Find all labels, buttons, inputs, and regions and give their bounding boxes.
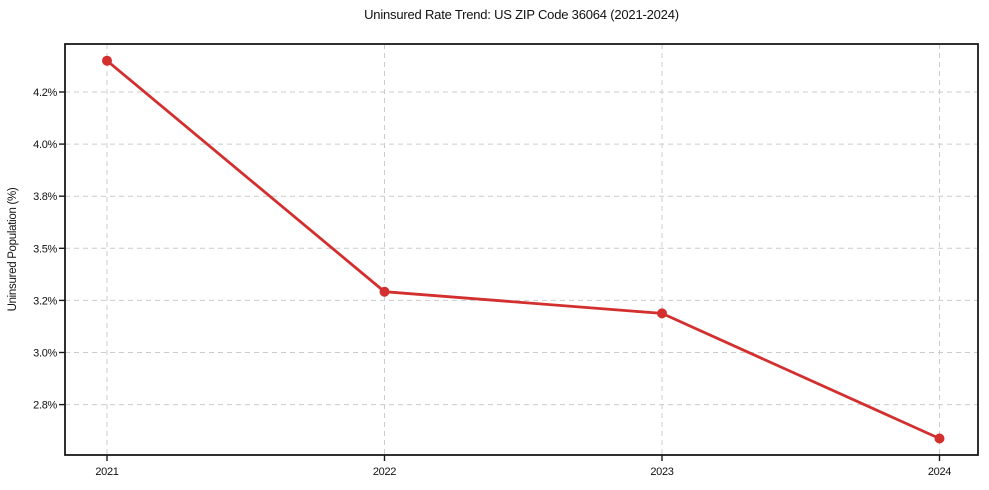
y-tick-label: 3.2%	[33, 295, 57, 307]
y-tick-label: 4.0%	[33, 139, 57, 151]
plot-border	[64, 43, 979, 456]
y-tick-label: 3.5%	[33, 243, 57, 255]
y-tick-label: 4.2%	[33, 87, 57, 99]
x-tick-label: 2022	[373, 466, 396, 478]
y-tick-label: 3.0%	[33, 348, 57, 360]
y-tick-label: 2.8%	[33, 400, 57, 412]
y-axis-label: Uninsured Population (%)	[7, 187, 19, 311]
chart-layer: 4.2% 4.0% 3.8% 3.5% 3.2% 3.0% 2.8% 2021 2022 2023…	[33, 43, 979, 478]
data-point-2021	[102, 55, 112, 66]
x-tick-label: 2023	[650, 466, 673, 478]
chart-title: Uninsured Rate Trend: US ZIP Code 36064 …	[364, 7, 679, 22]
x-tick-label: 2024	[928, 466, 951, 478]
x-tick-label: 2021	[95, 466, 118, 478]
data-point-2022	[379, 286, 390, 297]
data-point-2024	[934, 433, 945, 444]
trend-line	[105, 59, 941, 440]
y-tick-label: 3.8%	[33, 191, 57, 203]
data-point-2023	[657, 308, 667, 319]
